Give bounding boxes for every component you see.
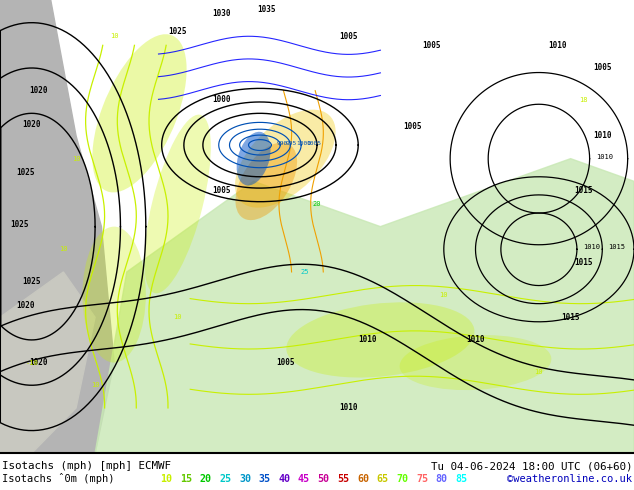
Text: 35: 35 bbox=[259, 474, 271, 485]
Text: 10: 10 bbox=[72, 156, 81, 162]
Text: 1020: 1020 bbox=[29, 358, 48, 367]
Text: 1005: 1005 bbox=[212, 186, 231, 195]
Text: 1020: 1020 bbox=[22, 120, 41, 129]
Text: 70: 70 bbox=[396, 474, 408, 485]
Text: Tu 04-06-2024 18:00 UTC (06+60): Tu 04-06-2024 18:00 UTC (06+60) bbox=[430, 462, 632, 471]
Text: 990: 990 bbox=[277, 141, 288, 146]
Ellipse shape bbox=[235, 110, 335, 208]
Text: -10: -10 bbox=[25, 360, 38, 366]
Text: 1000: 1000 bbox=[296, 141, 311, 146]
Text: 1005: 1005 bbox=[339, 32, 358, 41]
Text: 10: 10 bbox=[534, 368, 543, 375]
Ellipse shape bbox=[399, 335, 552, 390]
Text: 10: 10 bbox=[91, 382, 100, 388]
Text: 1015: 1015 bbox=[574, 186, 593, 195]
Text: 1005: 1005 bbox=[593, 64, 612, 73]
Text: 20: 20 bbox=[313, 201, 321, 207]
Text: 20: 20 bbox=[200, 474, 212, 485]
Text: 1005: 1005 bbox=[276, 358, 295, 367]
Text: 10: 10 bbox=[439, 292, 448, 297]
Text: 1000: 1000 bbox=[212, 95, 231, 104]
Text: Isotachs ˆ0m (mph): Isotachs ˆ0m (mph) bbox=[2, 473, 114, 485]
Text: 1025: 1025 bbox=[16, 168, 35, 177]
Text: 10: 10 bbox=[173, 314, 182, 320]
Text: 1020: 1020 bbox=[16, 301, 35, 310]
Text: 10: 10 bbox=[59, 246, 68, 252]
Text: 55: 55 bbox=[337, 474, 349, 485]
Text: 1010: 1010 bbox=[593, 131, 612, 141]
Text: 85: 85 bbox=[455, 474, 467, 485]
Ellipse shape bbox=[93, 34, 186, 193]
Text: 10: 10 bbox=[110, 33, 119, 39]
Text: 1030: 1030 bbox=[212, 9, 231, 18]
Text: 1035: 1035 bbox=[257, 4, 276, 14]
Text: 30: 30 bbox=[239, 474, 251, 485]
Text: 1010: 1010 bbox=[596, 154, 613, 160]
Ellipse shape bbox=[236, 132, 271, 186]
Text: 1025: 1025 bbox=[168, 27, 187, 36]
Text: 1010: 1010 bbox=[339, 403, 358, 413]
Text: 1015: 1015 bbox=[609, 245, 626, 250]
Text: 60: 60 bbox=[357, 474, 369, 485]
Text: 25: 25 bbox=[300, 269, 309, 275]
Text: 1010: 1010 bbox=[548, 41, 567, 50]
Text: 1010: 1010 bbox=[358, 336, 377, 344]
Text: 1015: 1015 bbox=[574, 258, 593, 268]
Text: 1005: 1005 bbox=[422, 41, 441, 50]
Polygon shape bbox=[0, 0, 114, 453]
Text: 1025: 1025 bbox=[22, 276, 41, 286]
Text: 45: 45 bbox=[298, 474, 310, 485]
Ellipse shape bbox=[82, 226, 146, 363]
Ellipse shape bbox=[287, 302, 474, 378]
Text: 15: 15 bbox=[180, 474, 192, 485]
Polygon shape bbox=[0, 272, 95, 453]
Text: 1005: 1005 bbox=[403, 122, 422, 131]
Text: 10: 10 bbox=[160, 474, 172, 485]
Text: 18: 18 bbox=[579, 97, 588, 103]
Polygon shape bbox=[95, 159, 634, 453]
Text: 40: 40 bbox=[278, 474, 290, 485]
Text: 25: 25 bbox=[219, 474, 231, 485]
Text: 90: 90 bbox=[475, 474, 487, 485]
Text: 1025: 1025 bbox=[10, 220, 29, 229]
Text: Isotachs (mph) [mph] ECMWF: Isotachs (mph) [mph] ECMWF bbox=[2, 462, 171, 471]
Ellipse shape bbox=[235, 143, 297, 220]
Text: 75: 75 bbox=[416, 474, 428, 485]
Text: 1020: 1020 bbox=[29, 86, 48, 95]
Text: 65: 65 bbox=[377, 474, 389, 485]
Text: 1010: 1010 bbox=[466, 336, 485, 344]
Text: 995: 995 bbox=[286, 141, 297, 146]
Text: 80: 80 bbox=[436, 474, 448, 485]
Ellipse shape bbox=[144, 115, 211, 294]
Text: 1015: 1015 bbox=[561, 313, 580, 322]
Text: 1005: 1005 bbox=[306, 141, 321, 146]
Text: 1010: 1010 bbox=[583, 245, 600, 250]
Text: ©weatheronline.co.uk: ©weatheronline.co.uk bbox=[507, 474, 632, 485]
Text: 50: 50 bbox=[318, 474, 330, 485]
